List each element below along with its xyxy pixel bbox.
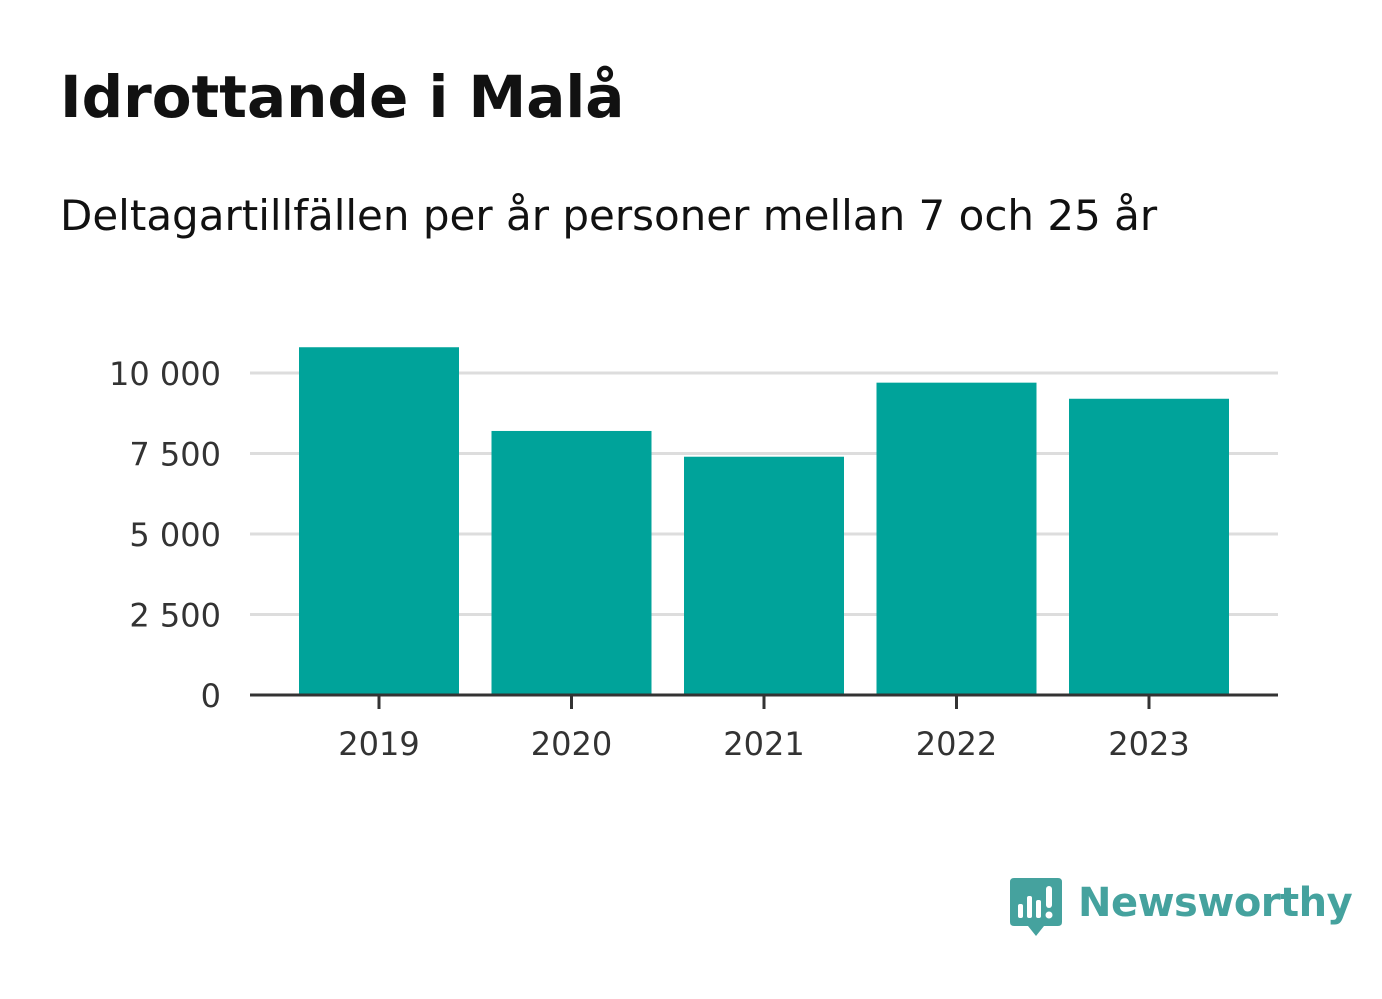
x-tick-label: 2019 — [338, 725, 419, 763]
y-tick-label: 10 000 — [109, 355, 221, 393]
y-tick-label: 0 — [201, 677, 221, 715]
y-tick-label: 7 500 — [129, 436, 221, 474]
bar-2019 — [299, 347, 459, 695]
y-tick-label: 5 000 — [129, 516, 221, 554]
x-axis — [250, 693, 1278, 709]
x-tick-label: 2022 — [916, 725, 997, 763]
bar-2020 — [491, 430, 652, 695]
x-tick-label: 2021 — [723, 725, 804, 763]
x-axis-labels: 2019 2020 2021 2022 2023 — [338, 725, 1189, 763]
y-axis-labels: 0 2 500 5 000 7 500 10 000 — [109, 355, 221, 715]
bar-2021 — [684, 456, 844, 695]
newsworthy-logo: Newsworthy — [1010, 878, 1353, 942]
chart-subtitle: Deltagartillfällen per år personer mella… — [60, 191, 1158, 240]
x-tick-label: 2023 — [1108, 725, 1189, 763]
chart-title: Idrottande i Malå — [60, 63, 625, 131]
bars — [299, 347, 1229, 695]
bar-2023 — [1069, 398, 1229, 695]
y-tick-label: 2 500 — [129, 597, 221, 635]
bar-2022 — [876, 382, 1037, 695]
newsworthy-logo-icon — [1010, 878, 1062, 936]
newsworthy-wordmark: Newsworthy — [1078, 880, 1353, 926]
x-tick-label: 2020 — [531, 725, 612, 763]
